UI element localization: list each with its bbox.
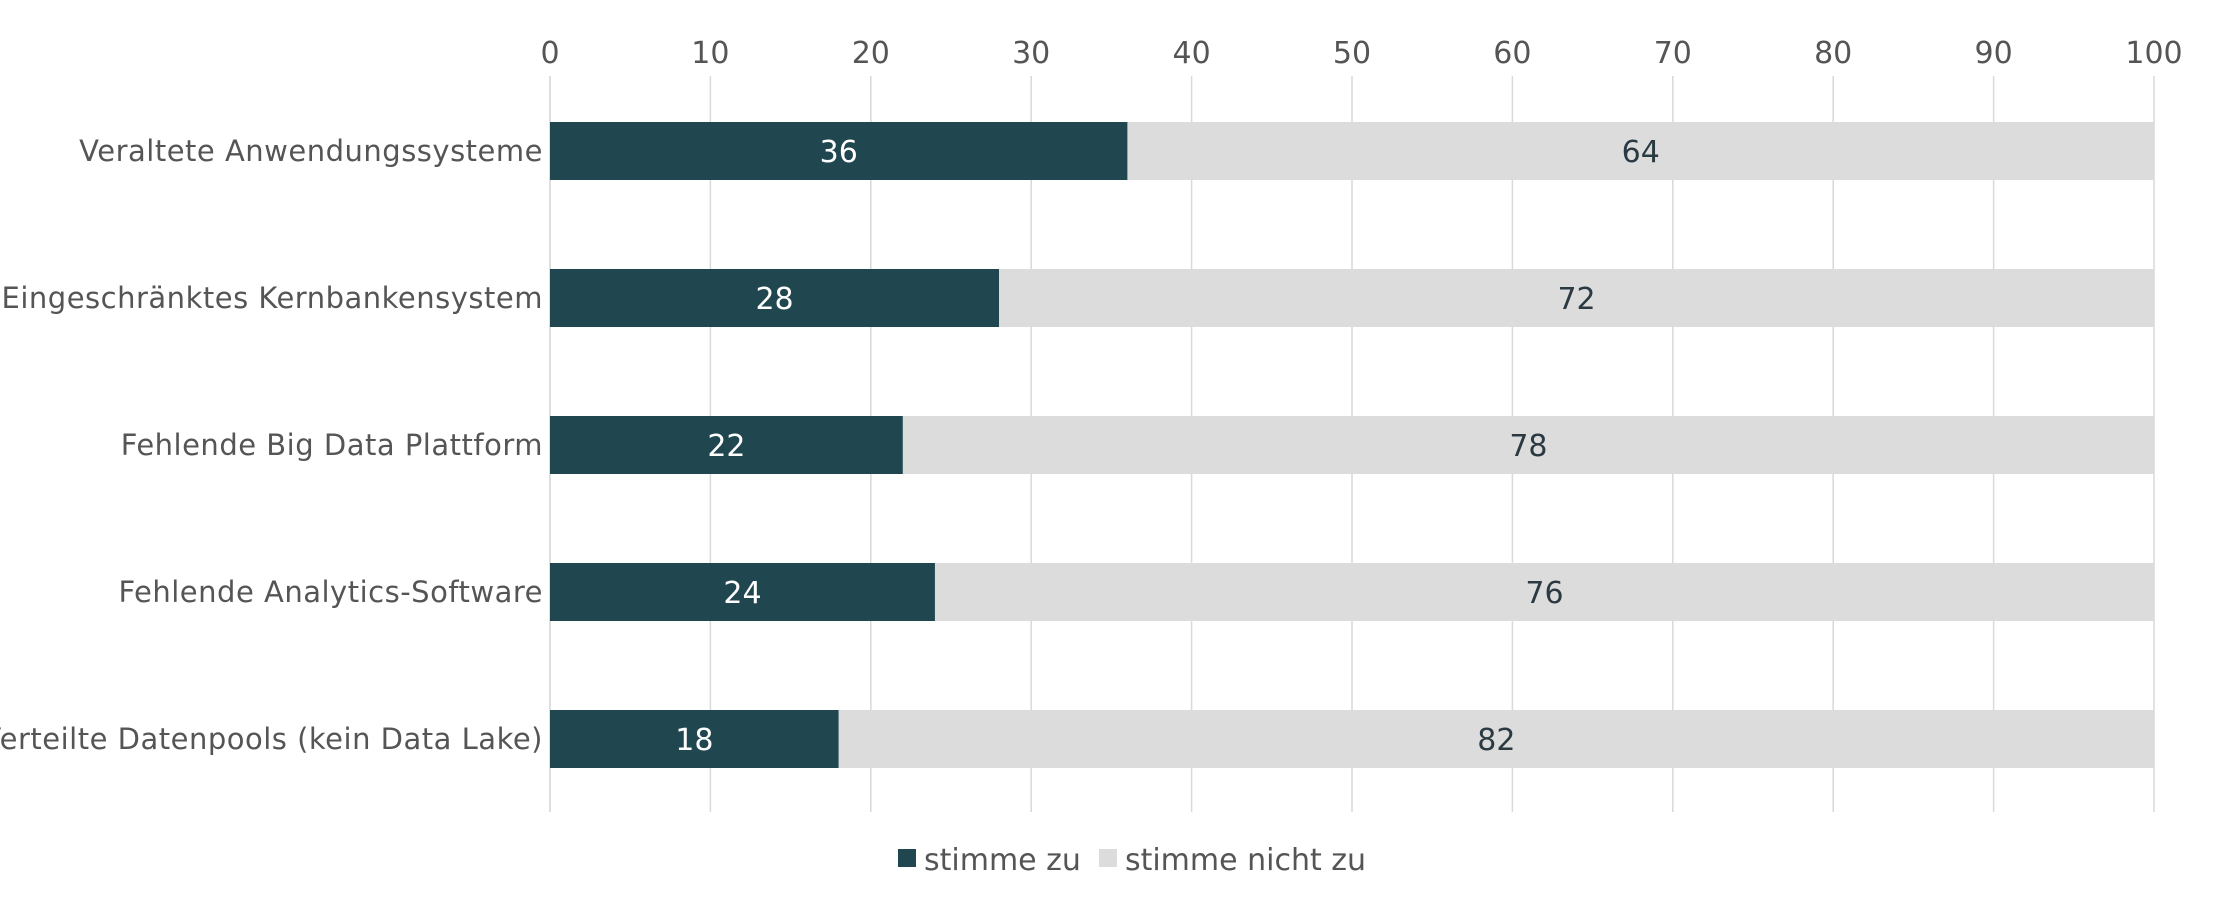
data-label: 24	[723, 576, 761, 611]
category-label: Fehlende Analytics-Software	[118, 575, 543, 609]
category-label: Veraltete Anwendungssysteme	[79, 134, 543, 168]
bar-segment	[999, 269, 2154, 327]
bar-segment	[550, 563, 935, 621]
x-tick-label: 70	[1654, 36, 1692, 71]
legend-label: stimme zu	[924, 843, 1081, 878]
data-label: 28	[755, 282, 793, 317]
legend: stimme zu stimme nicht zu	[898, 843, 1366, 878]
x-tick-label: 40	[1173, 36, 1211, 71]
bar-segment	[1127, 122, 2154, 180]
x-tick-label: 90	[1975, 36, 2013, 71]
bar-segment	[550, 710, 839, 768]
bar-segment	[550, 269, 1000, 327]
x-tick-label: 30	[1012, 36, 1050, 71]
category-label: Verteilte Datenpools (kein Data Lake)	[0, 722, 543, 756]
legend-swatch	[898, 849, 916, 867]
bar-segment	[838, 710, 2154, 768]
category-labels: Veraltete Anwendungssysteme Eingeschränkt…	[0, 134, 543, 756]
data-label: 64	[1622, 135, 1660, 170]
legend-swatch	[1098, 849, 1117, 867]
bar-segment	[902, 416, 2154, 474]
x-axis-ticks: 0 10 20 30 40 50 60 70 80 90 100	[540, 36, 2182, 71]
data-label: 76	[1525, 576, 1563, 611]
x-tick-label: 80	[1814, 36, 1852, 71]
x-tick-label: 50	[1333, 36, 1371, 71]
data-label: 78	[1509, 429, 1547, 464]
x-tick-label: 10	[691, 36, 729, 71]
x-tick-label: 0	[540, 36, 559, 71]
bar-segment	[550, 122, 1128, 180]
bar-segment	[934, 563, 2155, 621]
bars: 36 64 28 72 22 78 24 76 18 82	[550, 122, 2155, 768]
data-label: 72	[1557, 282, 1595, 317]
data-label: 22	[707, 429, 745, 464]
x-tick-label: 20	[852, 36, 890, 71]
data-label: 36	[820, 135, 858, 170]
bar-segment	[550, 416, 903, 474]
category-label: Eingeschränktes Kernbankensystem	[2, 281, 543, 315]
legend-label: stimme nicht zu	[1125, 843, 1366, 878]
category-label: Fehlende Big Data Plattform	[121, 428, 543, 462]
x-tick-label: 60	[1493, 36, 1531, 71]
data-label: 82	[1477, 723, 1515, 758]
x-tick-label: 100	[2125, 36, 2182, 71]
data-label: 18	[675, 723, 713, 758]
